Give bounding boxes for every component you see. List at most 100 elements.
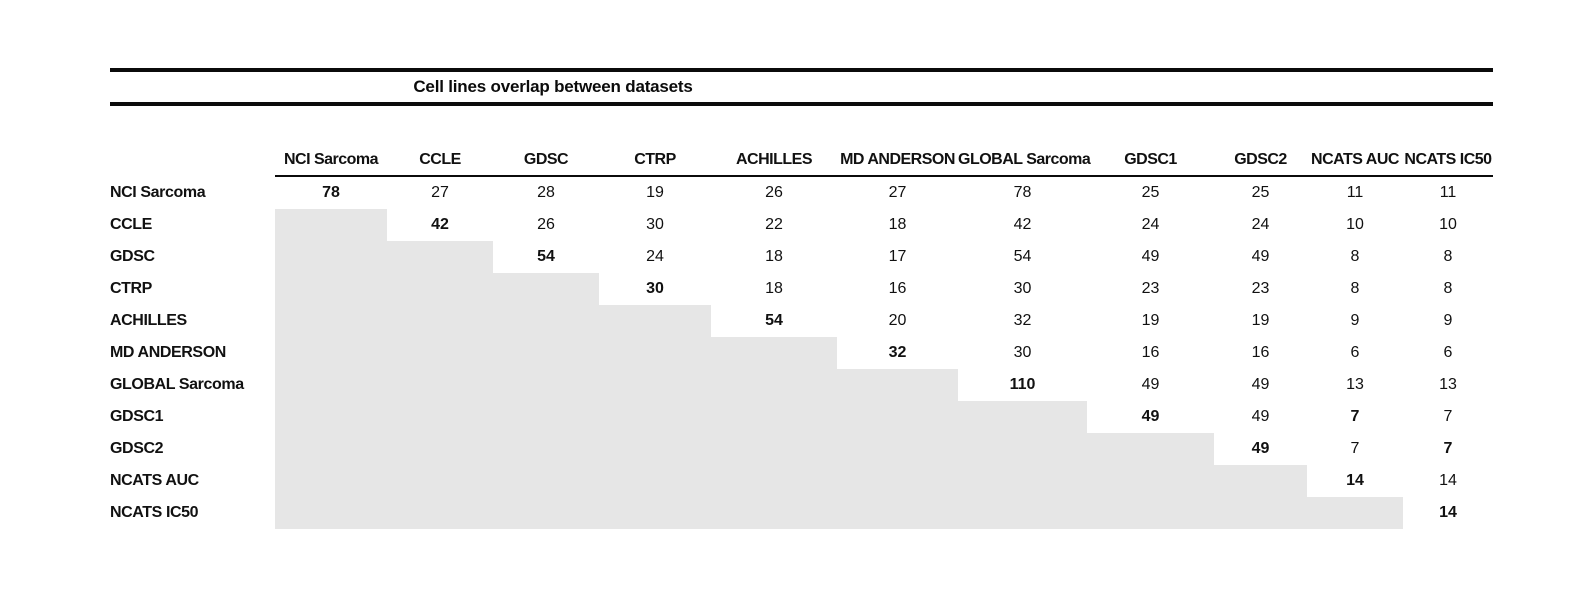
row-label: NCATS AUC <box>110 472 199 489</box>
row-label: NCI Sarcoma <box>110 183 206 201</box>
table-row: MD ANDERSON 32 30 16 16 6 6 <box>110 337 1493 369</box>
row-label: GLOBAL Sarcoma <box>110 376 244 393</box>
value-cell: 30 <box>1013 280 1032 297</box>
shaded-cell <box>958 433 1087 465</box>
shaded-cell <box>275 337 387 369</box>
value-cell: 25 <box>1251 184 1270 201</box>
value-cell: 49 <box>1251 376 1270 393</box>
value-cell: 26 <box>765 184 783 201</box>
shaded-cell <box>837 369 958 401</box>
value-cell: 22 <box>765 216 783 233</box>
table-row: NCATS IC50 14 <box>110 497 1493 529</box>
shaded-cell <box>599 497 711 529</box>
value-cell: 8 <box>1443 248 1453 265</box>
value-cell: 30 <box>646 280 664 297</box>
shaded-cell <box>493 433 599 465</box>
shaded-cell <box>599 369 711 401</box>
table-title-band: Cell lines overlap between datasets <box>110 68 1493 106</box>
value-cell: 23 <box>1141 280 1160 297</box>
value-cell: 49 <box>1251 440 1270 457</box>
shaded-cell <box>1087 433 1214 465</box>
shaded-cell <box>493 273 599 305</box>
value-cell: 7 <box>1443 440 1453 457</box>
table-row: NCATS AUC 14 14 <box>110 465 1493 497</box>
shaded-cell <box>493 337 599 369</box>
value-cell: 13 <box>1439 376 1457 393</box>
value-cell: 8 <box>1350 280 1360 297</box>
table-row: CTRP 30 18 16 30 23 23 8 8 <box>110 273 1493 305</box>
value-cell: 19 <box>646 184 664 201</box>
value-cell: 49 <box>1141 248 1160 265</box>
column-header: CTRP <box>599 132 711 177</box>
value-cell: 9 <box>1443 312 1453 329</box>
value-cell: 28 <box>537 184 555 201</box>
shaded-cell <box>711 369 837 401</box>
value-cell: 6 <box>1443 344 1453 361</box>
value-cell: 18 <box>888 216 907 233</box>
value-cell: 25 <box>1141 184 1160 201</box>
column-header: MD ANDERSON <box>837 132 958 177</box>
shaded-cell <box>387 273 493 305</box>
value-cell: 17 <box>888 248 907 265</box>
value-cell: 11 <box>1439 184 1457 201</box>
value-cell: 18 <box>765 280 783 297</box>
shaded-cell <box>275 241 387 273</box>
table-title: Cell lines overlap between datasets <box>413 77 693 96</box>
shaded-cell <box>711 497 837 529</box>
shaded-cell <box>711 465 837 497</box>
shaded-cell <box>493 401 599 433</box>
shaded-cell <box>599 401 711 433</box>
shaded-cell <box>837 497 958 529</box>
value-cell: 7 <box>1350 440 1360 457</box>
shaded-cell <box>387 337 493 369</box>
shaded-cell <box>493 497 599 529</box>
shaded-cell <box>599 337 711 369</box>
overlap-table-figure: Cell lines overlap between datasets NCI … <box>110 68 1493 529</box>
value-cell: 110 <box>1009 376 1036 393</box>
row-label: CCLE <box>110 216 152 233</box>
shaded-cell <box>958 401 1087 433</box>
value-cell: 32 <box>888 344 907 361</box>
value-cell: 14 <box>1439 472 1457 489</box>
row-label: GDSC2 <box>110 440 164 457</box>
shaded-cell <box>275 209 387 241</box>
shaded-cell <box>387 241 493 273</box>
column-header: CCLE <box>387 132 493 177</box>
value-cell: 27 <box>431 184 449 201</box>
value-cell: 42 <box>1013 216 1032 233</box>
row-label: GDSC <box>110 248 155 265</box>
value-cell: 19 <box>1251 312 1270 329</box>
row-label: MD ANDERSON <box>110 344 226 361</box>
value-cell: 26 <box>537 216 555 233</box>
shaded-cell <box>1214 497 1307 529</box>
value-cell: 20 <box>888 312 907 329</box>
value-cell: 27 <box>888 184 907 201</box>
value-cell: 7 <box>1443 408 1453 425</box>
value-cell: 10 <box>1439 216 1457 233</box>
value-cell: 8 <box>1443 280 1453 297</box>
row-label: GDSC1 <box>110 408 164 425</box>
column-header: NCI Sarcoma <box>275 132 387 177</box>
table-row: GDSC1 49 49 7 7 <box>110 401 1493 433</box>
column-header: NCATS AUC <box>1307 132 1403 177</box>
value-cell: 23 <box>1251 280 1270 297</box>
table-row: GLOBAL Sarcoma 110 49 49 13 13 <box>110 369 1493 401</box>
shaded-cell <box>599 305 711 337</box>
value-cell: 78 <box>322 184 340 201</box>
column-header: GDSC2 <box>1214 132 1307 177</box>
table-row: NCI Sarcoma 78 27 28 19 26 27 78 25 25 11 11 <box>110 176 1493 209</box>
row-label: CTRP <box>110 280 152 297</box>
shaded-cell <box>837 433 958 465</box>
value-cell: 78 <box>1013 184 1032 201</box>
value-cell: 30 <box>646 216 664 233</box>
value-cell: 54 <box>537 248 555 265</box>
shaded-cell <box>711 401 837 433</box>
shaded-cell <box>599 433 711 465</box>
value-cell: 32 <box>1013 312 1032 329</box>
column-header: ACHILLES <box>711 132 837 177</box>
value-cell: 42 <box>431 216 449 233</box>
header-row: NCI Sarcoma CCLE GDSC CTRP ACHILLES MD ANDERS… <box>110 132 1493 177</box>
value-cell: 24 <box>646 248 664 265</box>
column-header: GLOBAL Sarcoma <box>958 132 1091 177</box>
